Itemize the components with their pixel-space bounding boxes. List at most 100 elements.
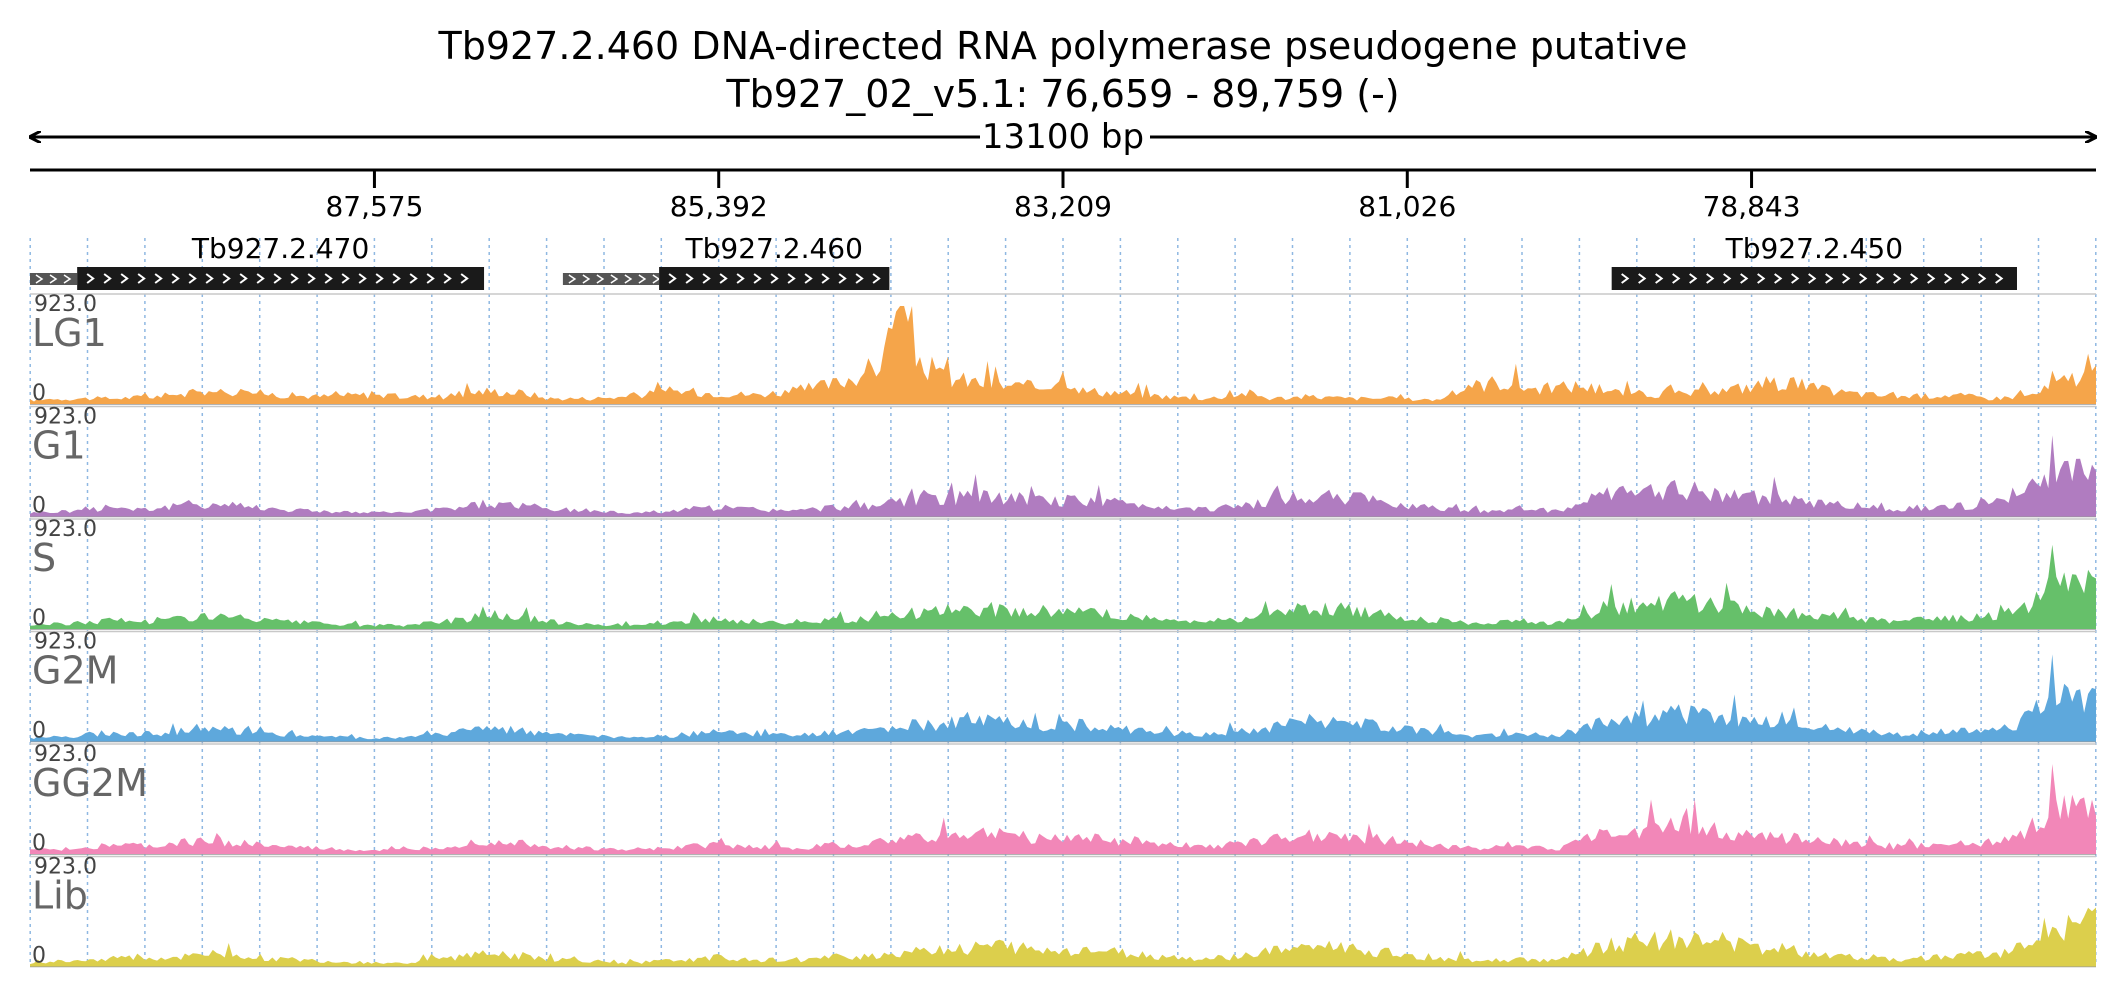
strand-chevron-icon	[804, 273, 813, 284]
strand-chevron-icon	[787, 273, 796, 284]
ruler-tick-label: 85,392	[670, 190, 768, 223]
strand-chevron-icon	[1672, 273, 1681, 284]
strand-chevron-icon	[668, 273, 677, 284]
strand-chevron-icon	[273, 273, 282, 284]
strand-chevron-icon	[1859, 273, 1868, 284]
strand-chevron-icon	[290, 273, 299, 284]
track-zero-label: 0	[32, 944, 46, 969]
track-LG1: 923.0 0 LG1	[30, 292, 2096, 406]
strand-chevron-icon	[1791, 273, 1800, 284]
track-name: LG1	[32, 311, 107, 355]
track-max-label: 923.0	[34, 855, 97, 880]
locus-label: Tb927_02_v5.1: 76,659 - 89,759 (-)	[726, 72, 1400, 116]
gene-Tb927.2.460[interactable]: Tb927.2.460	[562, 232, 890, 290]
strand-chevron-icon	[1655, 273, 1664, 284]
ruler-tick-label: 87,575	[325, 190, 423, 223]
track-Lib: 923.0 0 Lib	[30, 855, 2096, 969]
coverage-tracks: 923.00LG1923.00G1923.00S923.00G2M923.00G…	[30, 292, 2096, 969]
strand-chevron-icon	[872, 273, 881, 284]
vertical-gridlines	[29, 238, 2097, 965]
strand-chevron-icon	[154, 273, 163, 284]
track-name: S	[32, 536, 56, 580]
gene-Tb927.2.450[interactable]: Tb927.2.450	[1611, 232, 2017, 290]
strand-chevron-icon	[652, 274, 661, 284]
strand-chevron-icon	[460, 273, 469, 284]
strand-chevron-icon	[1842, 273, 1851, 284]
strand-chevron-icon	[1825, 273, 1834, 284]
track-max-label: 923.0	[34, 517, 97, 542]
track-zero-label: 0	[32, 606, 46, 631]
strand-chevron-icon	[838, 273, 847, 284]
track-zero-label: 0	[32, 831, 46, 856]
gene-utr	[562, 273, 660, 285]
strand-chevron-icon	[1808, 273, 1817, 284]
gene-title: Tb927.2.460 DNA-directed RNA polymerase …	[438, 24, 1688, 68]
strand-chevron-icon	[1689, 273, 1698, 284]
strand-chevron-icon	[443, 273, 452, 284]
track-G2M: 923.0 0 G2M	[30, 630, 2096, 744]
strand-chevron-icon	[392, 273, 401, 284]
strand-chevron-icon	[582, 274, 591, 284]
strand-chevron-icon	[409, 273, 418, 284]
gene-models: Tb927.2.470 Tb927.2.460 Tb927.2.450	[30, 232, 2017, 290]
strand-chevron-icon	[1706, 273, 1715, 284]
strand-chevron-icon	[1757, 273, 1766, 284]
strand-chevron-icon	[610, 274, 619, 284]
track-zero-label: 0	[32, 494, 46, 519]
strand-chevron-icon	[341, 273, 350, 284]
strand-chevron-icon	[1927, 273, 1936, 284]
gene-label: Tb927.2.470	[191, 232, 369, 265]
strand-chevron-icon	[596, 274, 605, 284]
strand-chevron-icon	[1961, 273, 1970, 284]
strand-chevron-icon	[256, 273, 265, 284]
coverage-area	[30, 306, 2096, 404]
strand-chevron-icon	[685, 273, 694, 284]
strand-chevron-icon	[171, 273, 180, 284]
strand-chevron-icon	[1740, 273, 1749, 284]
gene-label: Tb927.2.460	[685, 232, 863, 265]
strand-chevron-icon	[35, 274, 44, 284]
strand-chevron-icon	[1944, 273, 1953, 284]
track-name: G1	[32, 424, 86, 468]
strand-chevron-icon	[821, 273, 830, 284]
coverage-area	[30, 544, 2096, 629]
strand-chevron-icon	[188, 273, 197, 284]
track-S: 923.0 0 S	[30, 517, 2096, 631]
strand-chevron-icon	[120, 273, 129, 284]
strand-chevron-icon	[103, 273, 112, 284]
span-indicator: 13100 bp	[30, 117, 2096, 157]
strand-chevron-icon	[49, 274, 58, 284]
strand-chevron-icon	[358, 273, 367, 284]
track-GG2M: 923.0 0 GG2M	[30, 742, 2096, 856]
strand-chevron-icon	[86, 273, 95, 284]
strand-chevron-icon	[1995, 273, 2004, 284]
strand-chevron-icon	[1978, 273, 1987, 284]
track-name: G2M	[32, 649, 118, 693]
track-zero-label: 0	[32, 381, 46, 406]
coverage-area	[30, 764, 2096, 854]
ruler-ticks: 87,575 85,392 83,209 81,026 78,843	[325, 170, 1801, 223]
strand-chevron-icon	[855, 273, 864, 284]
strand-chevron-icon	[375, 273, 384, 284]
strand-chevron-icon	[307, 273, 316, 284]
track-max-label: 923.0	[34, 405, 97, 430]
strand-chevron-icon	[568, 274, 577, 284]
strand-chevron-icon	[426, 273, 435, 284]
strand-chevron-icon	[1893, 273, 1902, 284]
strand-chevron-icon	[1638, 273, 1647, 284]
coverage-area	[30, 435, 2096, 517]
strand-chevron-icon	[239, 273, 248, 284]
strand-chevron-icon	[1621, 273, 1630, 284]
strand-chevron-icon	[222, 273, 231, 284]
strand-chevron-icon	[719, 273, 728, 284]
coverage-area	[30, 907, 2096, 967]
coverage-area	[30, 654, 2096, 742]
ruler-tick-label: 78,843	[1703, 190, 1801, 223]
strand-chevron-icon	[736, 273, 745, 284]
strand-chevron-icon	[1774, 273, 1783, 284]
strand-chevron-icon	[1876, 273, 1885, 284]
gene-Tb927.2.470[interactable]: Tb927.2.470	[30, 232, 485, 290]
track-name: Lib	[32, 874, 88, 918]
strand-chevron-icon	[753, 273, 762, 284]
gene-cds	[659, 267, 890, 290]
